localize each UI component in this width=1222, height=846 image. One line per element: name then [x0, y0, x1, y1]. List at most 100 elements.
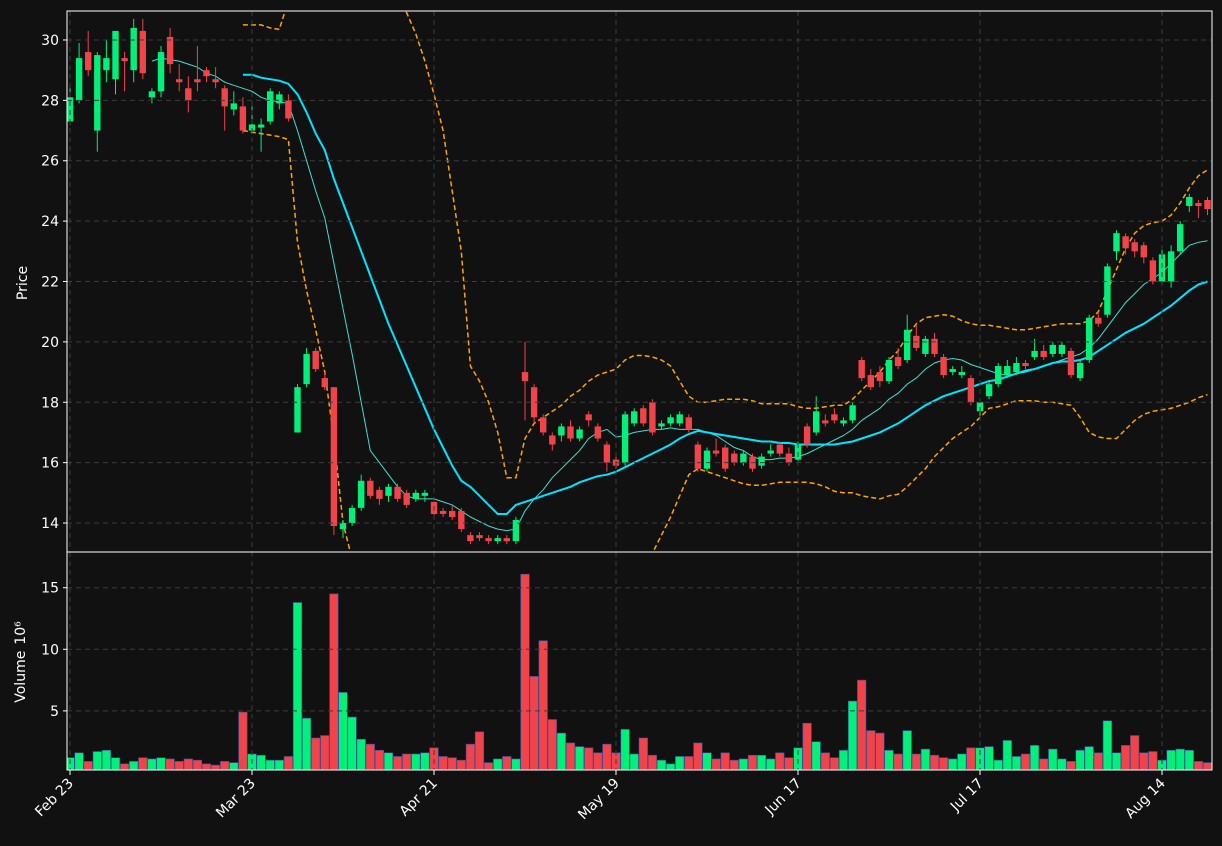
- candle-body: [476, 535, 483, 539]
- candle-body: [121, 58, 128, 62]
- volume-bar: [1048, 748, 1058, 770]
- candle-body: [1122, 236, 1129, 249]
- volume-bar: [265, 759, 275, 770]
- candle-body: [703, 450, 711, 469]
- candle-body: [949, 369, 956, 373]
- candle-body: [1140, 245, 1147, 258]
- volume-bar: [1002, 740, 1012, 770]
- volume-bar: [110, 757, 121, 770]
- volume-bar: [365, 743, 375, 770]
- volume-bar: [1057, 758, 1067, 770]
- volume-bar: [438, 756, 448, 770]
- candle-body: [694, 444, 702, 469]
- volume-bar: [329, 593, 339, 770]
- volume-bar: [984, 746, 994, 770]
- y-tick-label: 16: [41, 456, 59, 472]
- volume-bar: [274, 759, 284, 770]
- candle-body: [876, 372, 884, 382]
- candle-body: [521, 372, 529, 382]
- y-axis-label: Price: [15, 266, 31, 300]
- candle-body: [1076, 363, 1084, 379]
- volume-bar: [665, 763, 676, 770]
- candle-body: [176, 79, 183, 83]
- y-tick-label: 14: [41, 516, 59, 532]
- candle-body: [248, 124, 256, 131]
- candle-body: [166, 36, 174, 65]
- candle-body: [485, 538, 492, 542]
- indicator-line: [242, 73, 1208, 515]
- candle-body: [676, 414, 683, 424]
- volume-bar: [893, 753, 903, 770]
- candle-body: [112, 30, 119, 80]
- volume-bar: [693, 742, 703, 770]
- volume-bar: [520, 573, 530, 770]
- volume-bar: [120, 763, 130, 770]
- volume-bar: [292, 602, 303, 770]
- candle-body: [294, 387, 301, 433]
- indicator-line: [242, 129, 1208, 552]
- candle-body: [312, 350, 319, 370]
- volume-bar: [1193, 761, 1203, 770]
- y-tick-label: 22: [41, 275, 59, 291]
- y-tick-label: 18: [41, 395, 59, 411]
- candle-body: [239, 106, 247, 131]
- candle-body: [995, 366, 1002, 385]
- candle-body: [731, 453, 738, 463]
- volume-bar: [201, 763, 212, 770]
- volume-bar: [238, 711, 248, 770]
- candle-body: [1058, 344, 1066, 354]
- y-tick-label: 20: [41, 335, 59, 351]
- candle-body: [103, 58, 110, 71]
- candle-body: [649, 402, 656, 433]
- volume-bar: [1039, 758, 1049, 770]
- candle-body: [75, 58, 83, 101]
- volume-bar: [966, 747, 976, 770]
- volume-bar: [1093, 752, 1103, 770]
- candle-body: [1131, 242, 1138, 252]
- candle-body: [858, 359, 865, 379]
- candle-body: [148, 91, 156, 98]
- candle-body: [967, 378, 975, 403]
- candle-body: [421, 492, 429, 496]
- candle-body: [267, 91, 274, 122]
- volume-bar: [829, 757, 839, 770]
- candle-body: [276, 94, 283, 104]
- candle-body: [348, 507, 356, 524]
- candle-body: [339, 523, 347, 530]
- candle-body: [94, 55, 101, 131]
- candle-body: [1022, 363, 1029, 367]
- volume-bar: [1121, 745, 1131, 770]
- volume-bar: [838, 749, 849, 770]
- y-tick-label: 10: [41, 642, 59, 658]
- y-axis-label: Volume 10⁶: [13, 621, 29, 703]
- volume-bar: [502, 756, 512, 770]
- candle-body: [212, 79, 219, 83]
- volume-bar: [83, 761, 93, 770]
- volume-bar: [229, 762, 239, 770]
- candle-body: [758, 456, 765, 466]
- candle-body: [376, 489, 383, 499]
- candle-body: [157, 52, 165, 92]
- volume-bar: [356, 738, 366, 770]
- volume-bar: [802, 722, 812, 770]
- y-tick-label: 24: [41, 214, 59, 230]
- volume-bar: [211, 764, 221, 770]
- candle-body: [449, 510, 456, 517]
- candle-body: [585, 414, 592, 421]
- volume-bar: [1084, 746, 1094, 770]
- volume-bar: [675, 756, 685, 770]
- volume-bar: [1066, 761, 1076, 770]
- volume-bar: [875, 732, 885, 770]
- candle-body: [685, 417, 692, 430]
- volume-bar: [483, 762, 494, 770]
- volume-bar: [775, 752, 785, 770]
- candle-body: [767, 450, 774, 454]
- volume-bar: [1202, 762, 1212, 770]
- volume-bar: [465, 743, 476, 770]
- volume-bar: [857, 679, 867, 770]
- volume-bar: [656, 759, 667, 770]
- candle-body: [740, 453, 747, 463]
- candle-body: [849, 405, 856, 421]
- volume-bar: [957, 753, 967, 770]
